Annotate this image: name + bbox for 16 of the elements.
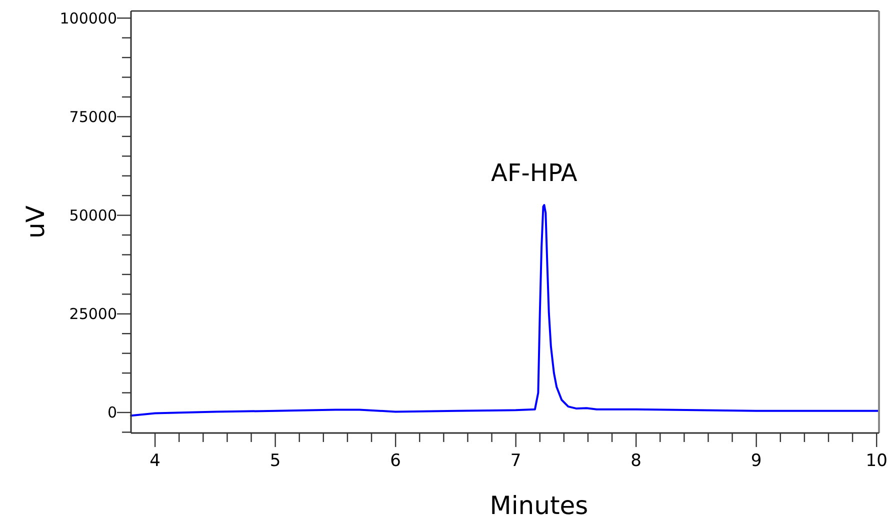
line-series bbox=[130, 204, 880, 417]
x-tick-label: 4 bbox=[150, 451, 160, 471]
x-tick-label: 5 bbox=[270, 451, 281, 471]
x-tick-label: 9 bbox=[750, 451, 762, 471]
x-tick-label: 8 bbox=[630, 451, 642, 471]
x-tick-label: 6 bbox=[390, 451, 401, 471]
annotation: AF-HPA bbox=[491, 159, 578, 188]
y-tick-label: 50000 bbox=[69, 206, 117, 225]
y-tick-label: 25000 bbox=[69, 305, 117, 324]
y-tick-label: 0 bbox=[107, 404, 117, 422]
y-tick-label: 100000 bbox=[60, 9, 117, 28]
y-tick-label: 75000 bbox=[69, 108, 117, 126]
x-axis-title: Minutes bbox=[490, 491, 588, 520]
x-tick-label: 10 bbox=[866, 451, 888, 471]
x-tick-label: 7 bbox=[510, 451, 522, 471]
y-axis-title: uV bbox=[21, 206, 50, 238]
